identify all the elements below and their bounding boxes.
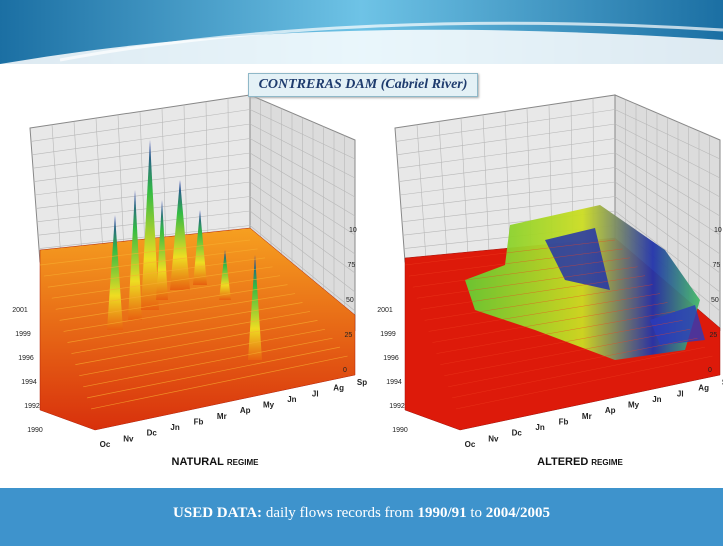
footer-to: 2004/2005 [486, 505, 550, 521]
month-label: Ap [605, 406, 616, 415]
z-label: 75 [713, 262, 721, 269]
year-label: 2001 [12, 307, 28, 314]
month-label: Ap [240, 406, 251, 415]
month-label: Nv [123, 434, 134, 443]
year-label: 1990 [27, 427, 43, 434]
month-label: Fb [194, 417, 204, 426]
z-label: 10 [714, 227, 722, 234]
z-label: 25 [345, 332, 353, 339]
footer-text: daily flows records from [266, 505, 414, 521]
month-label: Dc [512, 429, 523, 438]
slide: 2001 1999 1996 1994 1992 1990 Oc Nv Dc Jn Fb Mr Ap My… [0, 0, 723, 546]
regime-bold: ALTERED [537, 456, 588, 468]
regime-small: REGIME [591, 458, 623, 467]
footer-to-word: to [470, 505, 482, 521]
month-label: Oc [100, 440, 111, 449]
month-label: Jn [535, 423, 544, 432]
month-label: Oc [465, 440, 476, 449]
year-label: 1999 [15, 331, 31, 338]
footer-lead: USED DATA: [173, 505, 262, 521]
z-label: 25 [710, 332, 718, 339]
z-label: 0 [708, 367, 712, 374]
regime-small: REGIME [227, 458, 259, 467]
year-label: 1996 [18, 355, 34, 362]
year-label: 1990 [392, 427, 408, 434]
z-label: 10 [349, 227, 357, 234]
year-label: 1994 [386, 379, 402, 386]
month-label: Jl [677, 389, 684, 398]
z-label: 0 [343, 367, 347, 374]
z-label: 75 [348, 262, 356, 269]
year-label: 1999 [380, 331, 396, 338]
year-label: 1994 [21, 379, 37, 386]
year-label: 1992 [24, 403, 40, 410]
footer-from: 1990/91 [417, 505, 466, 521]
month-label: Mr [582, 412, 592, 421]
month-label: Ag [333, 384, 344, 393]
month-label: My [263, 401, 275, 410]
month-label: Mr [217, 412, 227, 421]
month-label: Dc [147, 429, 158, 438]
month-label: My [628, 401, 640, 410]
regime-bold: NATURAL [172, 456, 225, 468]
footer: USED DATA: daily flows records from 1990… [0, 488, 723, 546]
month-label: Ag [698, 384, 709, 393]
z-label: 50 [346, 297, 354, 304]
z-label: 50 [711, 297, 719, 304]
month-label: Nv [488, 434, 499, 443]
month-label: Jn [652, 395, 661, 404]
month-label: Sp [357, 378, 367, 387]
year-label: 1992 [389, 403, 405, 410]
month-label: Fb [559, 417, 569, 426]
plots: 2001 1999 1996 1994 1992 1990 Oc Nv Dc Jn Fb Mr Ap My… [12, 95, 723, 468]
year-label: 1996 [383, 355, 399, 362]
month-label: Jl [312, 389, 319, 398]
month-label: Jn [287, 395, 296, 404]
slide-title: CONTRERAS DAM (Cabriel River) [248, 73, 478, 97]
month-label: Jn [170, 423, 179, 432]
year-label: 2001 [377, 307, 393, 314]
